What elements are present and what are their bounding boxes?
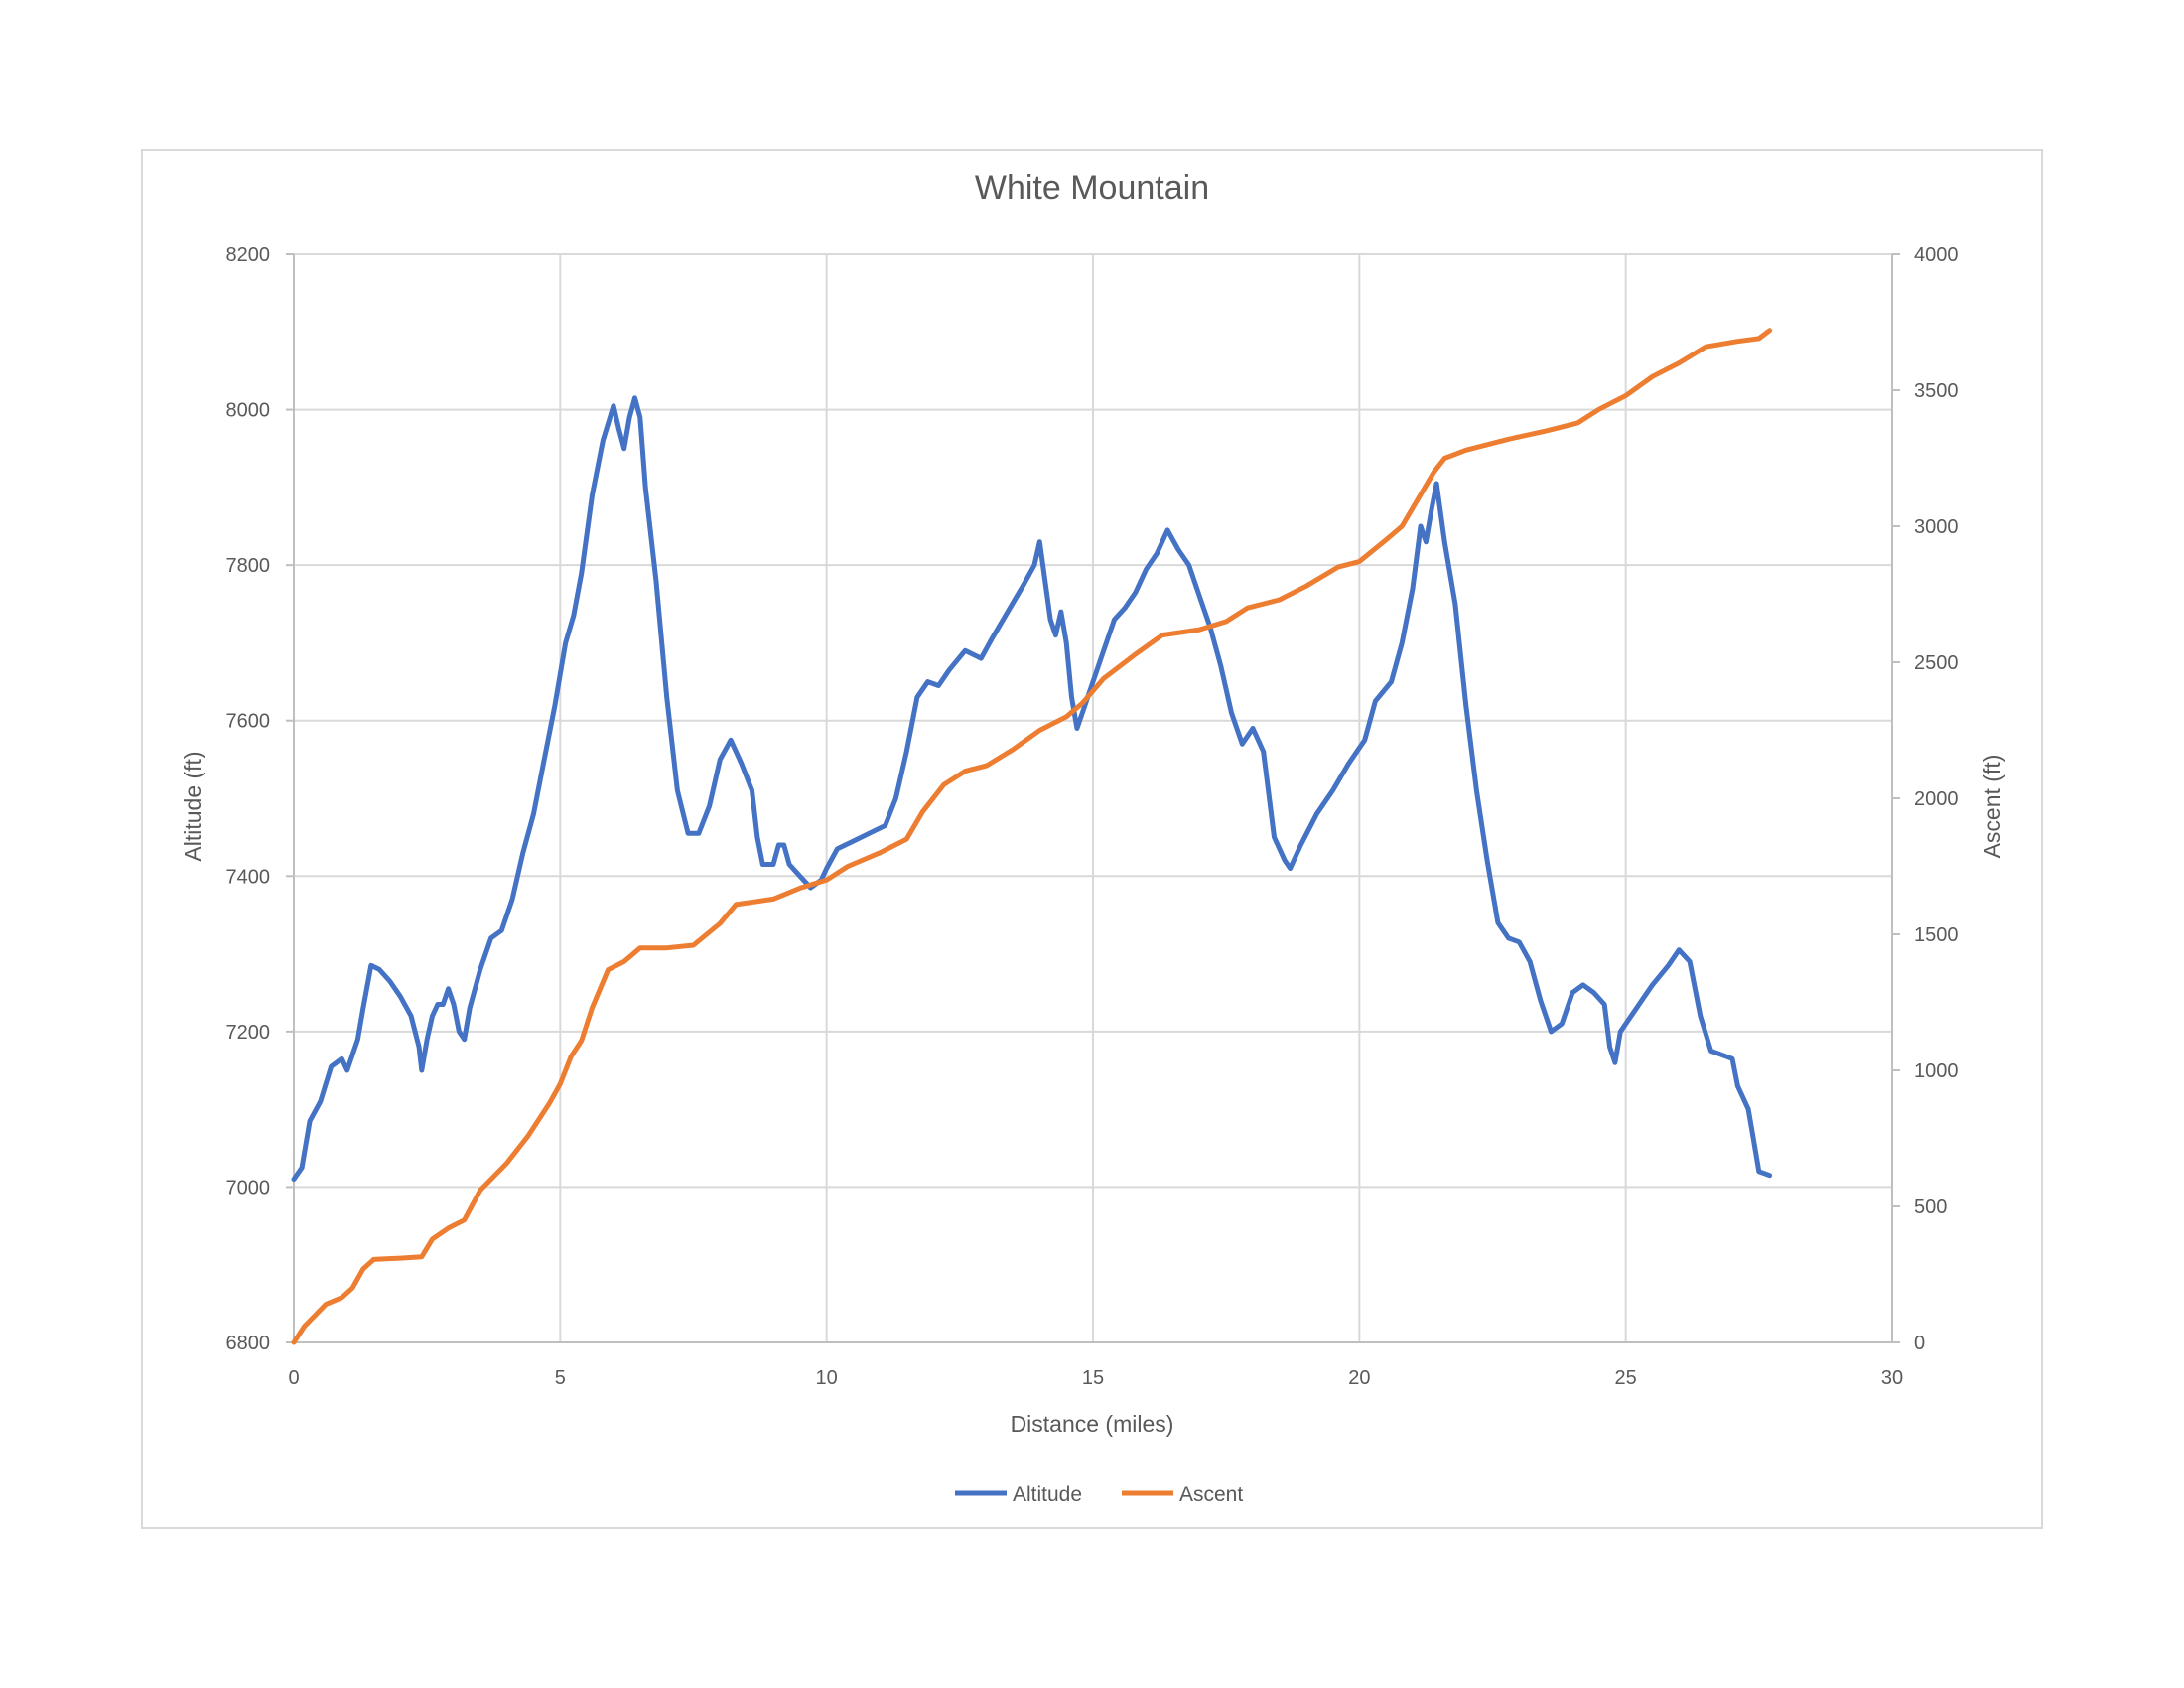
y2-tick-label: 4000 — [1914, 244, 1959, 266]
y-tick-label: 7200 — [226, 1022, 271, 1044]
y2-tick-label: 0 — [1914, 1333, 1925, 1354]
y2-tick-label: 1500 — [1914, 924, 1959, 946]
x-tick-label: 10 — [816, 1367, 838, 1389]
y-tick-label: 7400 — [226, 866, 271, 888]
y-tick-label: 7600 — [226, 711, 271, 733]
series-line-ascent — [291, 328, 1773, 1345]
y-tick-label: 7000 — [226, 1177, 271, 1198]
grid-lines — [293, 253, 1893, 1343]
x-tick-label: 15 — [1082, 1367, 1104, 1389]
legend: Altitude Ascent — [955, 1483, 1243, 1506]
y2-tick-label: 3000 — [1914, 516, 1959, 538]
y2-axis-title: Ascent (ft) — [1979, 755, 2005, 859]
x-tick-label: 25 — [1615, 1367, 1637, 1389]
y-axis-title: Altitude (ft) — [180, 751, 205, 861]
chart-frame: White Mountain 0 5 10 15 20 25 30 6800 7000 7200 7… — [141, 149, 2043, 1529]
y2-tick-label: 2500 — [1914, 652, 1959, 674]
y-tick-label: 7800 — [226, 555, 271, 577]
series-lines — [291, 328, 1773, 1345]
series-line-altitude — [291, 395, 1773, 1183]
legend-label-altitude: Altitude — [1013, 1483, 1082, 1506]
axes: 0 5 10 15 20 25 30 6800 7000 7200 7400 7600 7800 8000… — [226, 244, 1959, 1389]
chart-title: White Mountain — [975, 169, 1209, 207]
x-tick-label: 5 — [555, 1367, 566, 1389]
x-tick-label: 20 — [1348, 1367, 1370, 1389]
y-tick-label: 8000 — [226, 400, 271, 422]
y2-tick-label: 3500 — [1914, 380, 1959, 402]
y-tick-label: 6800 — [226, 1333, 271, 1354]
y2-tick-label: 500 — [1914, 1196, 1947, 1218]
chart-svg: White Mountain 0 5 10 15 20 25 30 6800 7000 7200 7… — [180, 169, 2005, 1506]
x-tick-label: 30 — [1881, 1367, 1903, 1389]
y2-tick-label: 2000 — [1914, 788, 1959, 810]
x-tick-label: 0 — [288, 1367, 299, 1389]
x-axis-title: Distance (miles) — [1011, 1411, 1174, 1437]
y2-tick-label: 1000 — [1914, 1060, 1959, 1082]
y-tick-label: 8200 — [226, 244, 271, 266]
legend-label-ascent: Ascent — [1179, 1483, 1243, 1506]
